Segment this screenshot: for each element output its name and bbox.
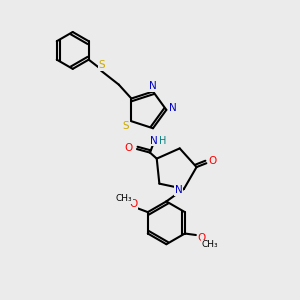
Text: O: O xyxy=(129,200,138,209)
Text: S: S xyxy=(98,60,105,70)
Text: S: S xyxy=(123,121,129,131)
Text: CH₃: CH₃ xyxy=(116,194,132,203)
Text: CH₃: CH₃ xyxy=(202,240,218,249)
Text: O: O xyxy=(208,156,216,166)
Text: N: N xyxy=(175,185,182,195)
Text: O: O xyxy=(197,233,206,243)
Text: O: O xyxy=(124,143,133,154)
Text: N: N xyxy=(148,81,156,92)
Text: N: N xyxy=(150,136,158,146)
Text: H: H xyxy=(159,136,166,146)
Text: N: N xyxy=(169,103,177,113)
